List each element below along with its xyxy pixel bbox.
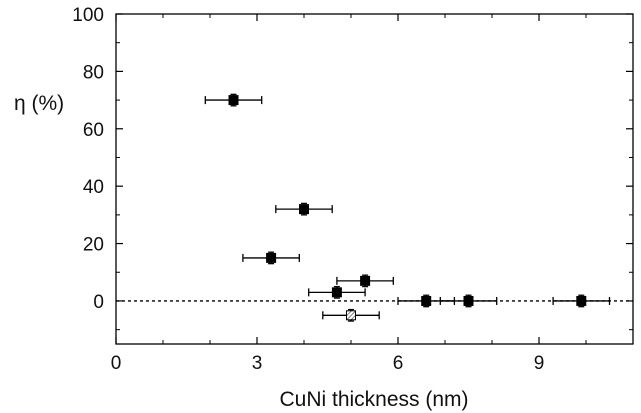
data-point	[576, 295, 587, 306]
hatched-data-point	[346, 310, 356, 321]
y-tick-label: 80	[83, 62, 104, 83]
data-point	[331, 287, 342, 298]
plot-frame	[115, 13, 634, 345]
data-point	[360, 275, 371, 286]
data-point	[421, 295, 432, 306]
data-point	[299, 204, 309, 215]
y-tick-label: 40	[83, 177, 104, 198]
x-tick-label: 9	[534, 353, 545, 374]
y-tick-label: 20	[83, 235, 104, 256]
x-tick-label: 0	[111, 353, 122, 374]
y-axis-title: η (%)	[14, 92, 64, 115]
x-tick-label: 6	[393, 353, 404, 374]
x-axis-title: CuNi thickness (nm)	[279, 388, 468, 411]
data-point	[266, 252, 277, 263]
y-tick-label: 0	[93, 292, 104, 313]
y-tick-label: 60	[83, 120, 104, 141]
x-tick-label: 3	[252, 353, 263, 374]
data-point	[228, 95, 239, 106]
y-tick-label: 100	[72, 5, 104, 26]
data-point	[463, 295, 474, 306]
